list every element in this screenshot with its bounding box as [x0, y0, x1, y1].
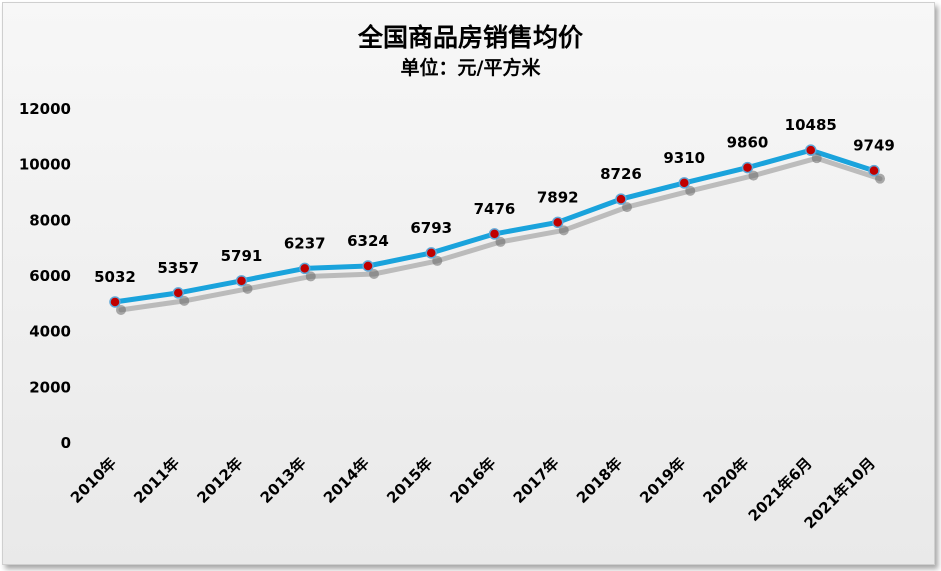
data-label: 8726	[600, 165, 642, 183]
data-point-shadow	[242, 283, 253, 294]
data-label: 5357	[157, 259, 199, 277]
data-label: 6324	[347, 232, 389, 250]
data-point	[235, 275, 248, 287]
data-point-shadow	[622, 202, 632, 213]
data-point	[172, 287, 184, 299]
data-point	[741, 161, 754, 174]
chart-subtitle: 单位：元/平方米	[400, 57, 541, 79]
data-point	[362, 260, 374, 272]
data-label: 10485	[785, 116, 837, 134]
data-point-shadow	[369, 268, 379, 279]
data-point-shadow	[685, 185, 696, 196]
data-point-shadow	[875, 173, 885, 184]
data-label: 9860	[727, 134, 769, 152]
data-label: 5791	[221, 247, 263, 265]
data-point	[678, 177, 690, 189]
data-point-shadow	[305, 271, 316, 282]
data-label: 6793	[410, 219, 452, 237]
y-tick-label: 4000	[29, 323, 71, 341]
data-point	[488, 228, 501, 240]
x-tick-label: 2011年	[130, 454, 183, 507]
x-tick-label: 2015年	[383, 454, 436, 507]
y-tick-label: 10000	[19, 156, 71, 174]
data-label: 6237	[284, 234, 326, 252]
data-point-shadow	[432, 255, 443, 266]
data-point-shadow	[179, 295, 190, 306]
data-point-shadow	[116, 304, 126, 315]
data-point-shadow	[748, 170, 759, 181]
y-tick-label: 6000	[29, 267, 71, 285]
data-point	[552, 216, 564, 229]
x-tick-label: 2012年	[193, 454, 246, 507]
x-axis: 2010年 2011年 2012年 2013年 2014年 2015年 2016年 2017年…	[67, 454, 879, 532]
y-tick-label: 8000	[29, 211, 71, 229]
data-label: 9310	[663, 149, 705, 167]
data-point	[299, 262, 311, 275]
chart-frame	[2, 2, 935, 565]
x-tick-label: 2016年	[446, 454, 499, 507]
data-label: 7892	[537, 188, 579, 206]
data-point	[425, 247, 437, 259]
data-point	[615, 193, 627, 205]
plot-area: 5032 5357 5791 6237 6324 6793 7476 7892 8726 9310…	[94, 116, 895, 315]
x-tick-label: 2019年	[636, 454, 689, 507]
y-tick-label: 0	[61, 434, 71, 452]
data-point	[805, 144, 817, 156]
x-tick-label: 2014年	[320, 454, 373, 507]
data-point-shadow	[811, 153, 822, 164]
x-tick-label: 2017年	[510, 454, 563, 507]
x-tick-label: 2013年	[257, 454, 310, 507]
data-point	[109, 296, 121, 308]
data-label: 7476	[474, 200, 516, 218]
y-axis: 0 2000 4000 6000 8000 10000 12000	[19, 100, 71, 452]
data-point-shadow	[495, 236, 506, 247]
x-tick-label: 2018年	[573, 454, 626, 507]
data-label: 5032	[94, 268, 136, 286]
data-point	[868, 164, 880, 177]
x-tick-label: 2010年	[67, 454, 120, 507]
data-label: 9749	[853, 137, 895, 155]
x-tick-label: 2020年	[699, 454, 752, 507]
chart-title: 全国商品房销售均价	[357, 23, 583, 52]
y-tick-label: 2000	[29, 378, 71, 396]
y-tick-label: 12000	[19, 100, 71, 118]
data-point-shadow	[558, 225, 569, 236]
